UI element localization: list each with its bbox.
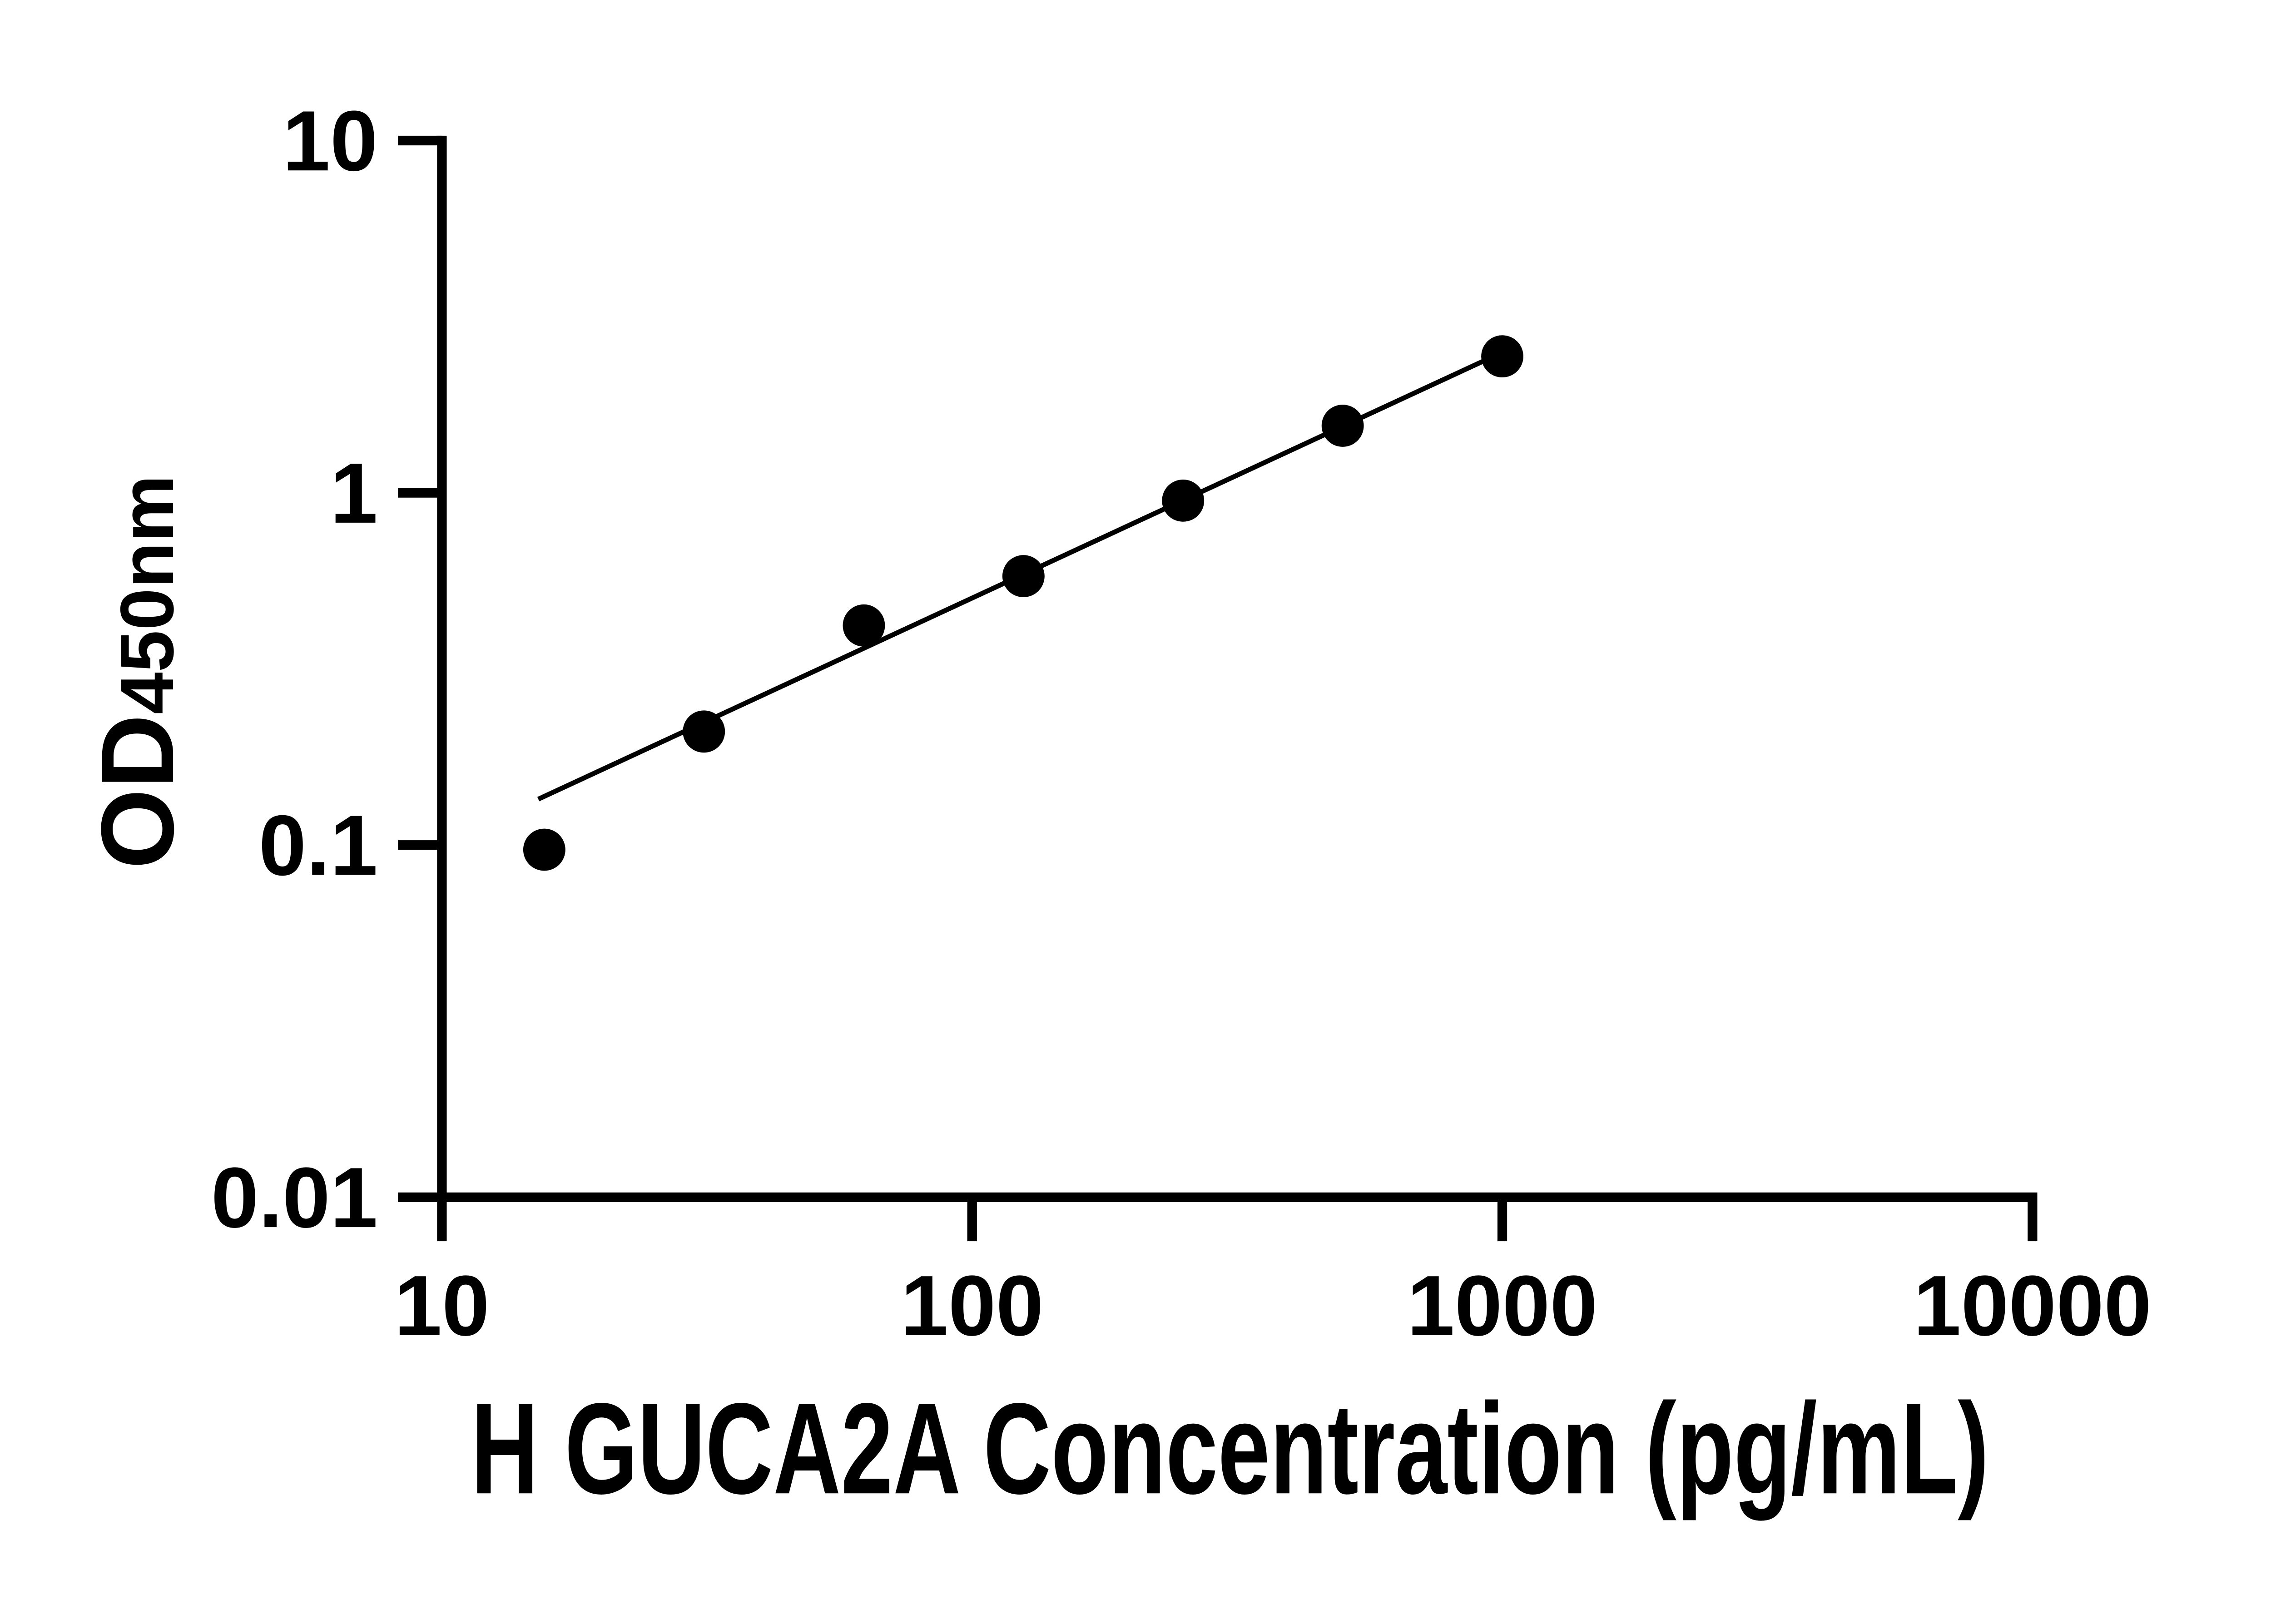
y-tick-label: 0.01 bbox=[211, 1149, 378, 1245]
x-axis-tick-labels: 10 100 1000 10000 bbox=[394, 1258, 2152, 1353]
data-point bbox=[1002, 555, 1045, 598]
y-tick-label: 1 bbox=[330, 445, 378, 541]
data-point bbox=[523, 828, 565, 871]
y-axis: 10 1 0.1 0.01 bbox=[211, 93, 447, 1245]
x-tick-label: 10 bbox=[394, 1258, 490, 1353]
x-tick-label: 100 bbox=[901, 1258, 1044, 1353]
x-tick-label: 1000 bbox=[1407, 1258, 1598, 1353]
x-axis-title: H GUCA2A Concentration (pg/mL) bbox=[471, 1376, 1989, 1521]
data-point bbox=[683, 710, 725, 753]
y-tick-label: 0.1 bbox=[259, 797, 378, 893]
y-axis-title: OD450nm bbox=[80, 475, 195, 869]
x-axis: 10 100 1000 10000 bbox=[394, 1192, 2152, 1353]
y-axis-title-main: OD bbox=[80, 714, 195, 869]
y-axis-tick-labels: 10 1 0.1 0.01 bbox=[211, 93, 378, 1245]
elisa-standard-curve-figure: 10 1 0.1 0.01 10 100 1000 10000 H GUCA2A Conce… bbox=[80, 93, 2152, 1522]
y-axis-ticks bbox=[398, 135, 442, 1202]
x-axis-ticks bbox=[437, 1197, 2038, 1242]
y-axis-title-subscript: 450nm bbox=[105, 475, 189, 714]
x-tick-label: 10000 bbox=[1914, 1258, 2152, 1353]
data-points-group bbox=[523, 335, 1523, 871]
data-point bbox=[843, 604, 885, 647]
scatter-chart: 10 1 0.1 0.01 10 100 1000 10000 H GUCA2A Conce… bbox=[80, 93, 2152, 1522]
data-point bbox=[1321, 405, 1364, 447]
data-point bbox=[1481, 335, 1523, 378]
y-tick-label: 10 bbox=[283, 93, 378, 188]
data-point bbox=[1162, 479, 1205, 522]
